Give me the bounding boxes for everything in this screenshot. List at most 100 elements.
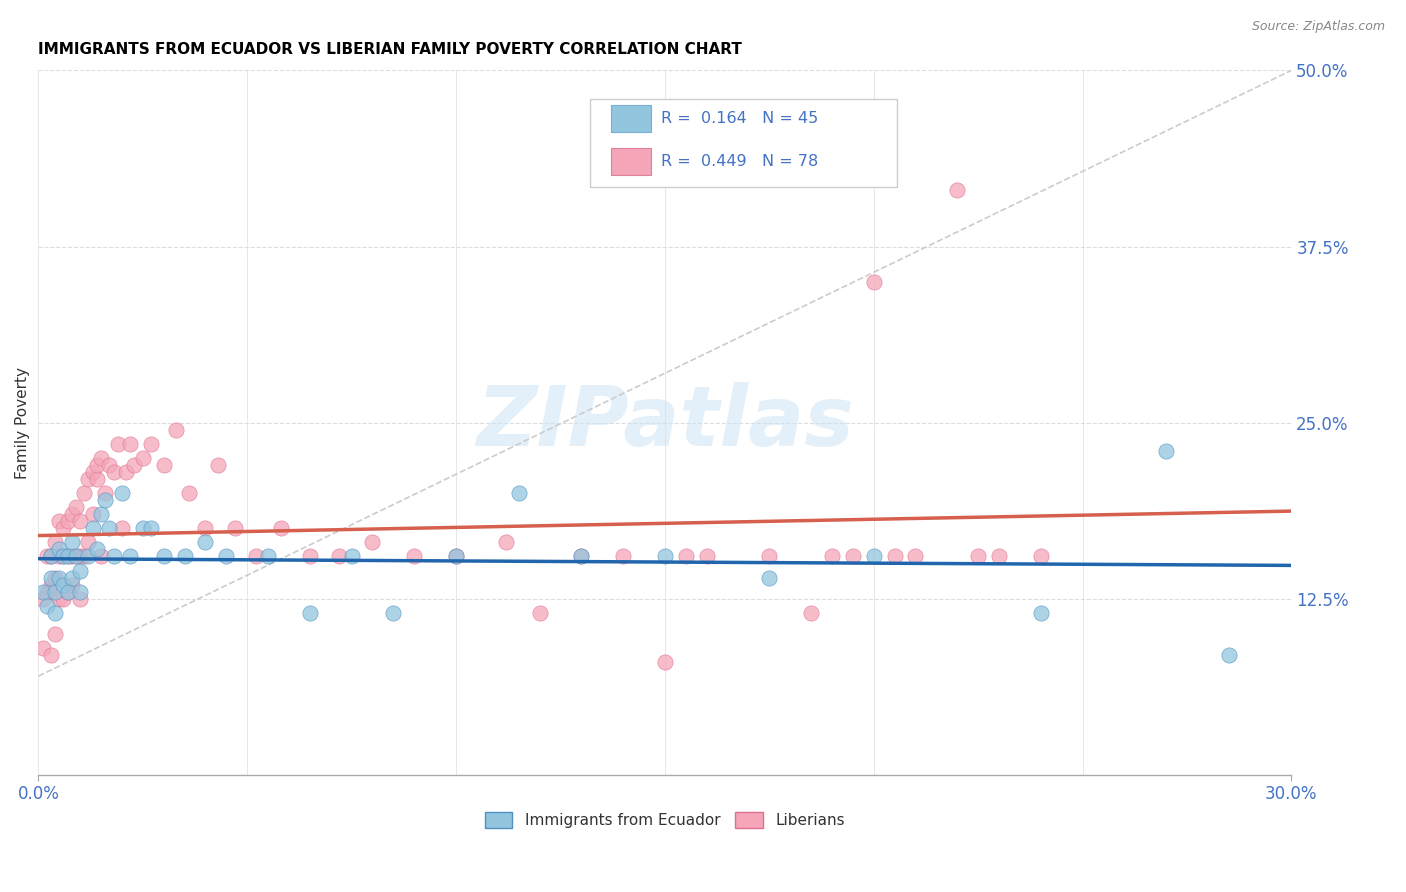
- Point: [39, 549, 62, 564]
- Point: [569, 549, 592, 564]
- Point: [56, 584, 79, 599]
- Point: [654, 549, 676, 564]
- Bar: [612, 105, 651, 132]
- Point: [82, 507, 104, 521]
- Point: [82, 521, 104, 535]
- Point: [94, 486, 117, 500]
- Point: [224, 521, 246, 535]
- Point: [800, 606, 823, 620]
- Point: [194, 521, 217, 535]
- Point: [44, 606, 66, 620]
- Point: [52, 591, 75, 606]
- Point: [404, 549, 426, 564]
- Point: [120, 436, 142, 450]
- Point: [48, 591, 70, 606]
- Point: [31, 591, 53, 606]
- Point: [35, 549, 58, 564]
- Point: [120, 549, 142, 564]
- Point: [31, 640, 53, 655]
- Point: [90, 549, 112, 564]
- Point: [115, 465, 138, 479]
- Point: [862, 275, 884, 289]
- Point: [245, 549, 267, 564]
- Point: [90, 507, 112, 521]
- Point: [73, 486, 96, 500]
- Point: [904, 549, 927, 564]
- Point: [65, 549, 87, 564]
- Point: [1218, 648, 1240, 662]
- Point: [328, 549, 350, 564]
- Point: [60, 577, 83, 591]
- Text: R =  0.164   N = 45: R = 0.164 N = 45: [661, 111, 818, 126]
- Point: [48, 549, 70, 564]
- Text: IMMIGRANTS FROM ECUADOR VS LIBERIAN FAMILY POVERTY CORRELATION CHART: IMMIGRANTS FROM ECUADOR VS LIBERIAN FAMI…: [38, 42, 742, 57]
- Point: [967, 549, 990, 564]
- Point: [1154, 443, 1177, 458]
- Legend: Immigrants from Ecuador, Liberians: Immigrants from Ecuador, Liberians: [478, 805, 851, 834]
- Text: ZIPatlas: ZIPatlas: [475, 382, 853, 463]
- Point: [654, 655, 676, 669]
- Point: [98, 458, 121, 472]
- Point: [1029, 549, 1052, 564]
- Point: [35, 599, 58, 613]
- Point: [52, 549, 75, 564]
- Point: [39, 648, 62, 662]
- Point: [77, 472, 100, 486]
- Point: [529, 606, 551, 620]
- Point: [73, 549, 96, 564]
- Point: [48, 542, 70, 557]
- Point: [215, 549, 238, 564]
- Point: [270, 521, 292, 535]
- Point: [132, 450, 155, 465]
- Point: [52, 577, 75, 591]
- Point: [988, 549, 1011, 564]
- Point: [444, 549, 467, 564]
- Point: [883, 549, 905, 564]
- Point: [111, 486, 134, 500]
- Point: [39, 577, 62, 591]
- Point: [758, 570, 780, 584]
- Bar: [612, 148, 651, 175]
- Point: [569, 549, 592, 564]
- Point: [86, 458, 108, 472]
- Point: [39, 570, 62, 584]
- Point: [69, 549, 91, 564]
- Point: [612, 549, 634, 564]
- Point: [821, 549, 844, 564]
- Point: [90, 450, 112, 465]
- Point: [44, 570, 66, 584]
- Point: [257, 549, 280, 564]
- Point: [696, 549, 718, 564]
- Point: [44, 584, 66, 599]
- Point: [298, 606, 321, 620]
- Point: [103, 549, 125, 564]
- Point: [298, 549, 321, 564]
- Point: [107, 436, 129, 450]
- Point: [52, 521, 75, 535]
- Point: [48, 514, 70, 528]
- Point: [35, 584, 58, 599]
- Point: [340, 549, 363, 564]
- Point: [139, 521, 162, 535]
- Text: Source: ZipAtlas.com: Source: ZipAtlas.com: [1251, 20, 1385, 33]
- Point: [139, 436, 162, 450]
- Point: [98, 521, 121, 535]
- Point: [65, 500, 87, 515]
- Point: [60, 535, 83, 549]
- Point: [60, 507, 83, 521]
- Point: [173, 549, 195, 564]
- Point: [1029, 606, 1052, 620]
- Point: [56, 549, 79, 564]
- Y-axis label: Family Poverty: Family Poverty: [15, 367, 30, 479]
- Text: R =  0.449   N = 78: R = 0.449 N = 78: [661, 153, 818, 169]
- Point: [444, 549, 467, 564]
- Point: [103, 465, 125, 479]
- Point: [60, 549, 83, 564]
- Point: [69, 514, 91, 528]
- Point: [382, 606, 405, 620]
- Point: [207, 458, 229, 472]
- Point: [675, 549, 697, 564]
- Point: [44, 627, 66, 641]
- Point: [52, 549, 75, 564]
- Point: [508, 486, 530, 500]
